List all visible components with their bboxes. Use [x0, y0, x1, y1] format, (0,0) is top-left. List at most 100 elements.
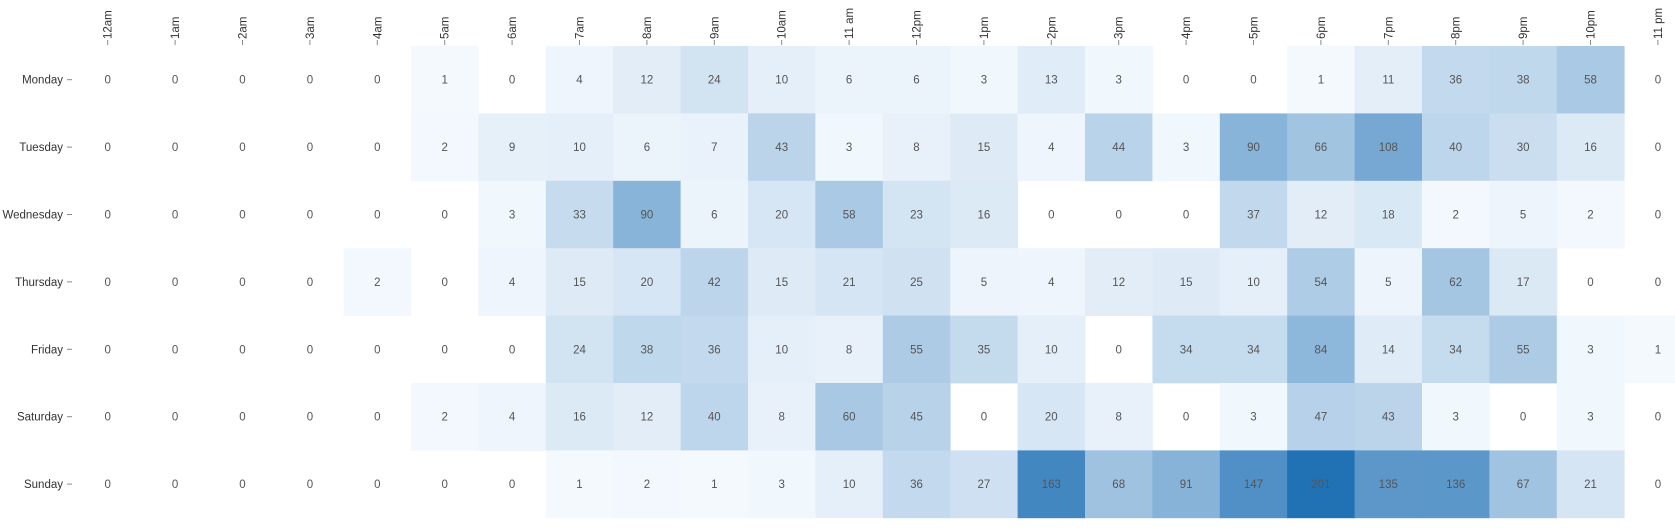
cell-value-label: 0 [374, 344, 380, 356]
cell-value-label: 14 [1382, 344, 1395, 356]
x-tick-label: 2am [238, 17, 250, 39]
cell-value-label: 6 [644, 142, 650, 154]
cell-value-label: 55 [910, 344, 923, 356]
cell-value-label: 4 [509, 277, 516, 289]
x-tick-label: 5pm [1249, 17, 1261, 39]
cell-value-label: 3 [509, 210, 515, 222]
heatmap-cell [680, 450, 749, 519]
cell-value-label: 24 [573, 344, 586, 356]
cell-value-label: 90 [1247, 142, 1260, 154]
cell-value-label: 27 [978, 479, 991, 491]
heatmap-cell [1287, 315, 1355, 384]
cell-value-label: 0 [441, 344, 447, 356]
cell-value-label: 0 [441, 479, 447, 491]
cell-value-label: 8 [1115, 412, 1121, 424]
x-tick-label: 1am [170, 17, 182, 39]
x-tick-label: 1pm [979, 17, 991, 39]
heatmap-cell [1152, 450, 1221, 519]
cell-value-label: 1 [1655, 344, 1661, 356]
heatmap-cell [748, 315, 816, 384]
cell-value-label: 0 [104, 210, 110, 222]
cell-value-label: 10 [775, 344, 788, 356]
heatmap-cell [748, 450, 816, 519]
heatmap-cell [545, 113, 614, 182]
heatmap-cell [1624, 315, 1675, 384]
cell-value-label: 0 [172, 75, 178, 87]
heatmap-cell [1085, 46, 1153, 114]
cell-value-label: 0 [104, 344, 110, 356]
heatmap-cell [680, 46, 749, 114]
heatmap-cell [411, 383, 479, 451]
heatmap-cell [613, 315, 681, 384]
heatmap-cell [1354, 180, 1423, 249]
cell-value-label: 163 [1042, 479, 1061, 491]
cell-value-label: 16 [978, 210, 991, 222]
cell-value-label: 84 [1315, 344, 1328, 356]
cell-value-label: 2 [441, 142, 447, 154]
x-tick-label: 12pm [912, 10, 924, 39]
cell-value-label: 0 [1655, 75, 1661, 87]
cell-value-label: 6 [711, 210, 717, 222]
cell-value-label: 0 [374, 75, 380, 87]
heatmap-cell [950, 46, 1018, 114]
cell-value-label: 10 [775, 75, 788, 87]
cell-value-label: 43 [1382, 412, 1395, 424]
cell-value-label: 0 [104, 142, 110, 154]
heatmap-cell [478, 248, 547, 316]
heatmap-cell [815, 113, 884, 182]
cell-value-label: 60 [843, 412, 856, 424]
heatmap-cell [815, 383, 884, 451]
heatmap-cell [613, 248, 681, 316]
heatmap-cell [343, 248, 412, 316]
x-tick-label: 10am [777, 10, 789, 39]
heatmap-cell [1354, 46, 1423, 114]
cell-value-label: 0 [104, 479, 110, 491]
heatmap-cell [882, 248, 951, 316]
cell-value-label: 0 [239, 479, 245, 491]
heatmap-cell [1489, 248, 1558, 316]
cell-value-label: 0 [104, 412, 110, 424]
heatmap-cell [1489, 113, 1558, 182]
cell-value-label: 0 [509, 479, 515, 491]
heatmap-cell [1287, 113, 1355, 182]
cell-value-label: 3 [1250, 412, 1256, 424]
cell-value-label: 47 [1315, 412, 1328, 424]
cell-value-label: 0 [1587, 277, 1593, 289]
heatmap-cell [815, 46, 884, 114]
cell-value-label: 0 [307, 412, 313, 424]
cell-value-label: 20 [641, 277, 654, 289]
cell-value-label: 4 [1048, 142, 1055, 154]
heatmap-cell [1017, 383, 1086, 451]
heatmap-cell [1152, 248, 1221, 316]
y-tick-label: Saturday [17, 412, 63, 424]
cell-value-label: 0 [374, 142, 380, 154]
x-tick-label: 11 am [844, 8, 856, 39]
cell-value-label: 0 [307, 344, 313, 356]
x-tick-label: 6pm [1316, 17, 1328, 39]
cell-value-label: 0 [374, 479, 380, 491]
heatmap-cell [882, 46, 951, 114]
heatmap-cell [1354, 113, 1423, 182]
cell-value-label: 38 [1517, 75, 1530, 87]
cell-value-label: 0 [1655, 479, 1661, 491]
cell-value-label: 4 [509, 412, 516, 424]
cell-value-label: 12 [641, 75, 654, 87]
heatmap-cell [1287, 248, 1355, 316]
cell-value-label: 68 [1112, 479, 1125, 491]
cell-value-label: 2 [441, 412, 447, 424]
heatmap-cell [1287, 450, 1355, 519]
cell-value-label: 0 [239, 142, 245, 154]
cell-value-label: 90 [641, 210, 654, 222]
heatmap-cell [1152, 113, 1221, 182]
heatmap-cell [1017, 248, 1086, 316]
cell-value-label: 13 [1045, 75, 1058, 87]
cell-value-label: 20 [775, 210, 788, 222]
heatmap-cell [613, 113, 681, 182]
cell-value-label: 3 [981, 75, 987, 87]
heatmap-cell [1422, 46, 1490, 114]
heatmap-cell [882, 315, 951, 384]
heatmap-cell [815, 180, 884, 249]
y-tick-label: Thursday [15, 277, 63, 289]
heatmap-cell [613, 46, 681, 114]
x-tick-label: 9am [709, 17, 721, 39]
